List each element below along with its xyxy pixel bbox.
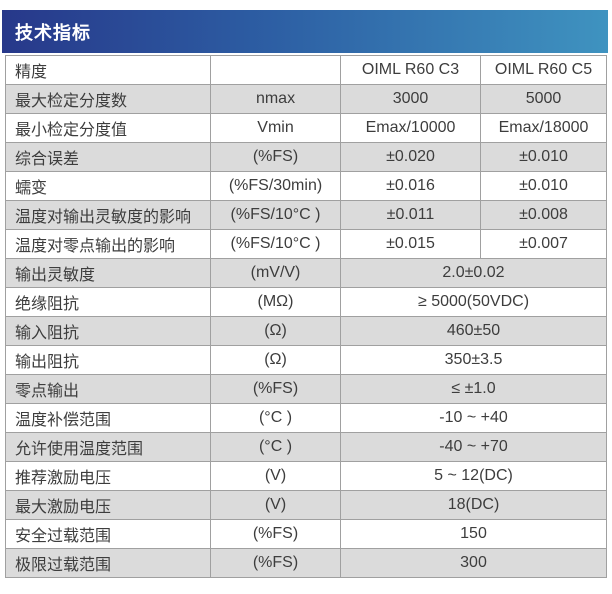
table-row: 输出灵敏度 (mV/V) 2.0±0.02 [5, 258, 607, 288]
unit-cell: (%FS/10°C ) [210, 229, 341, 259]
spec-label-cell: 最大激励电压 [5, 490, 211, 520]
spec-label-cell: 极限过载范围 [5, 548, 211, 578]
value-c3-cell: Emax/10000 [340, 113, 481, 143]
unit-cell: (°C ) [210, 432, 341, 462]
table-row: 综合误差 (%FS) ±0.020 ±0.010 [5, 142, 607, 172]
spec-label-cell: 绝缘阻抗 [5, 287, 211, 317]
table-row: 温度对输出灵敏度的影响 (%FS/10°C ) ±0.011 ±0.008 [5, 200, 607, 230]
unit-cell: (%FS) [210, 374, 341, 404]
table-row: 推荐激励电压 (V) 5 ~ 12(DC) [5, 461, 607, 491]
unit-cell: (%FS) [210, 142, 341, 172]
value-c3-cell: ±0.020 [340, 142, 481, 172]
spec-label-cell: 允许使用温度范围 [5, 432, 211, 462]
spec-label-cell: 综合误差 [5, 142, 211, 172]
spec-label-cell: 零点输出 [5, 374, 211, 404]
spec-label-cell: 安全过载范围 [5, 519, 211, 549]
value-c5-cell: ±0.010 [480, 142, 607, 172]
table-row: 安全过载范围 (%FS) 150 [5, 519, 607, 549]
table-row: 蠕变 (%FS/30min) ±0.016 ±0.010 [5, 171, 607, 201]
table-row: 精度 OIML R60 C3 OIML R60 C5 [5, 55, 607, 85]
unit-cell: (%FS) [210, 548, 341, 578]
unit-cell [210, 55, 341, 85]
unit-cell: (%FS/30min) [210, 171, 341, 201]
value-c3-cell: ±0.015 [340, 229, 481, 259]
unit-cell: (V) [210, 461, 341, 491]
spec-label-cell: 推荐激励电压 [5, 461, 211, 491]
value-c3-cell: ±0.011 [340, 200, 481, 230]
table-row: 允许使用温度范围 (°C ) -40 ~ +70 [5, 432, 607, 462]
spec-label-cell: 输入阻抗 [5, 316, 211, 346]
spec-label-cell: 温度对零点输出的影响 [5, 229, 211, 259]
value-cell: 150 [340, 519, 607, 549]
unit-cell: (Ω) [210, 345, 341, 375]
table-row: 输入阻抗 (Ω) 460±50 [5, 316, 607, 346]
spec-label-cell: 蠕变 [5, 171, 211, 201]
value-c5-cell: ±0.010 [480, 171, 607, 201]
table-row: 极限过载范围 (%FS) 300 [5, 548, 607, 578]
value-cell: 350±3.5 [340, 345, 607, 375]
table-row: 温度补偿范围 (°C ) -10 ~ +40 [5, 403, 607, 433]
value-c5-cell: Emax/18000 [480, 113, 607, 143]
value-cell: 300 [340, 548, 607, 578]
value-c3-cell: OIML R60 C3 [340, 55, 481, 85]
value-cell: 18(DC) [340, 490, 607, 520]
value-cell: 460±50 [340, 316, 607, 346]
value-c5-cell: 5000 [480, 84, 607, 114]
table-row: 零点输出 (%FS) ≤ ±1.0 [5, 374, 607, 404]
table-row: 绝缘阻抗 (MΩ) ≥ 5000(50VDC) [5, 287, 607, 317]
page-title: 技术指标 [15, 22, 91, 43]
spec-label-cell: 精度 [5, 55, 211, 85]
value-cell: -40 ~ +70 [340, 432, 607, 462]
value-cell: ≥ 5000(50VDC) [340, 287, 607, 317]
unit-cell: (Ω) [210, 316, 341, 346]
value-c5-cell: ±0.008 [480, 200, 607, 230]
unit-cell: nmax [210, 84, 341, 114]
unit-cell: (%FS) [210, 519, 341, 549]
value-cell: 5 ~ 12(DC) [340, 461, 607, 491]
value-c3-cell: 3000 [340, 84, 481, 114]
table-row: 温度对零点输出的影响 (%FS/10°C ) ±0.015 ±0.007 [5, 229, 607, 259]
table-row: 输出阻抗 (Ω) 350±3.5 [5, 345, 607, 375]
value-cell: 2.0±0.02 [340, 258, 607, 288]
value-c3-cell: ±0.016 [340, 171, 481, 201]
spec-label-cell: 输出灵敏度 [5, 258, 211, 288]
unit-cell: (mV/V) [210, 258, 341, 288]
unit-cell: (MΩ) [210, 287, 341, 317]
section-title-bar: 技术指标 [2, 10, 608, 53]
spec-label-cell: 输出阻抗 [5, 345, 211, 375]
unit-cell: (°C ) [210, 403, 341, 433]
value-cell: ≤ ±1.0 [340, 374, 607, 404]
value-c5-cell: ±0.007 [480, 229, 607, 259]
unit-cell: Vmin [210, 113, 341, 143]
value-cell: -10 ~ +40 [340, 403, 607, 433]
spec-label-cell: 温度对输出灵敏度的影响 [5, 200, 211, 230]
spec-label-cell: 温度补偿范围 [5, 403, 211, 433]
table-row: 最小检定分度值 Vmin Emax/10000 Emax/18000 [5, 113, 607, 143]
spec-label-cell: 最小检定分度值 [5, 113, 211, 143]
value-c5-cell: OIML R60 C5 [480, 55, 607, 85]
unit-cell: (V) [210, 490, 341, 520]
spec-table: 精度 OIML R60 C3 OIML R60 C5 最大检定分度数 nmax … [5, 55, 607, 578]
table-row: 最大激励电压 (V) 18(DC) [5, 490, 607, 520]
unit-cell: (%FS/10°C ) [210, 200, 341, 230]
spec-label-cell: 最大检定分度数 [5, 84, 211, 114]
table-row: 最大检定分度数 nmax 3000 5000 [5, 84, 607, 114]
